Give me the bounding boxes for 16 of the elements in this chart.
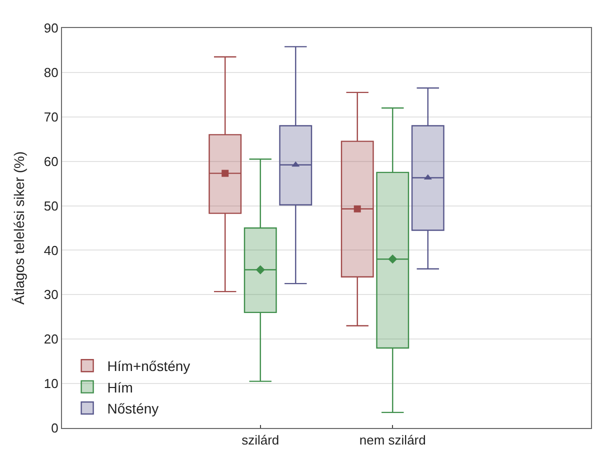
y-tick-label: 0 xyxy=(51,420,58,436)
legend-label: Hím xyxy=(107,379,133,396)
legend-label: Hím+nőstény xyxy=(107,358,190,374)
y-tick-label: 40 xyxy=(44,242,58,258)
y-tick-label: 60 xyxy=(44,154,58,169)
x-tick-label: nem szilárd xyxy=(359,432,426,448)
y-tick-label: 50 xyxy=(44,198,58,214)
y-axis-title: Átlagos telelési siker (%) xyxy=(11,151,27,305)
y-tick-label: 80 xyxy=(44,64,58,80)
legend-label: Nőstény xyxy=(107,400,159,416)
y-tick-label: 70 xyxy=(44,109,58,124)
y-tick-label: 90 xyxy=(44,20,58,36)
y-tick-label: 30 xyxy=(44,287,58,302)
y-tick-label: 20 xyxy=(44,332,58,347)
x-tick-label: szilárd xyxy=(242,432,280,448)
y-tick-label: 10 xyxy=(44,376,58,392)
